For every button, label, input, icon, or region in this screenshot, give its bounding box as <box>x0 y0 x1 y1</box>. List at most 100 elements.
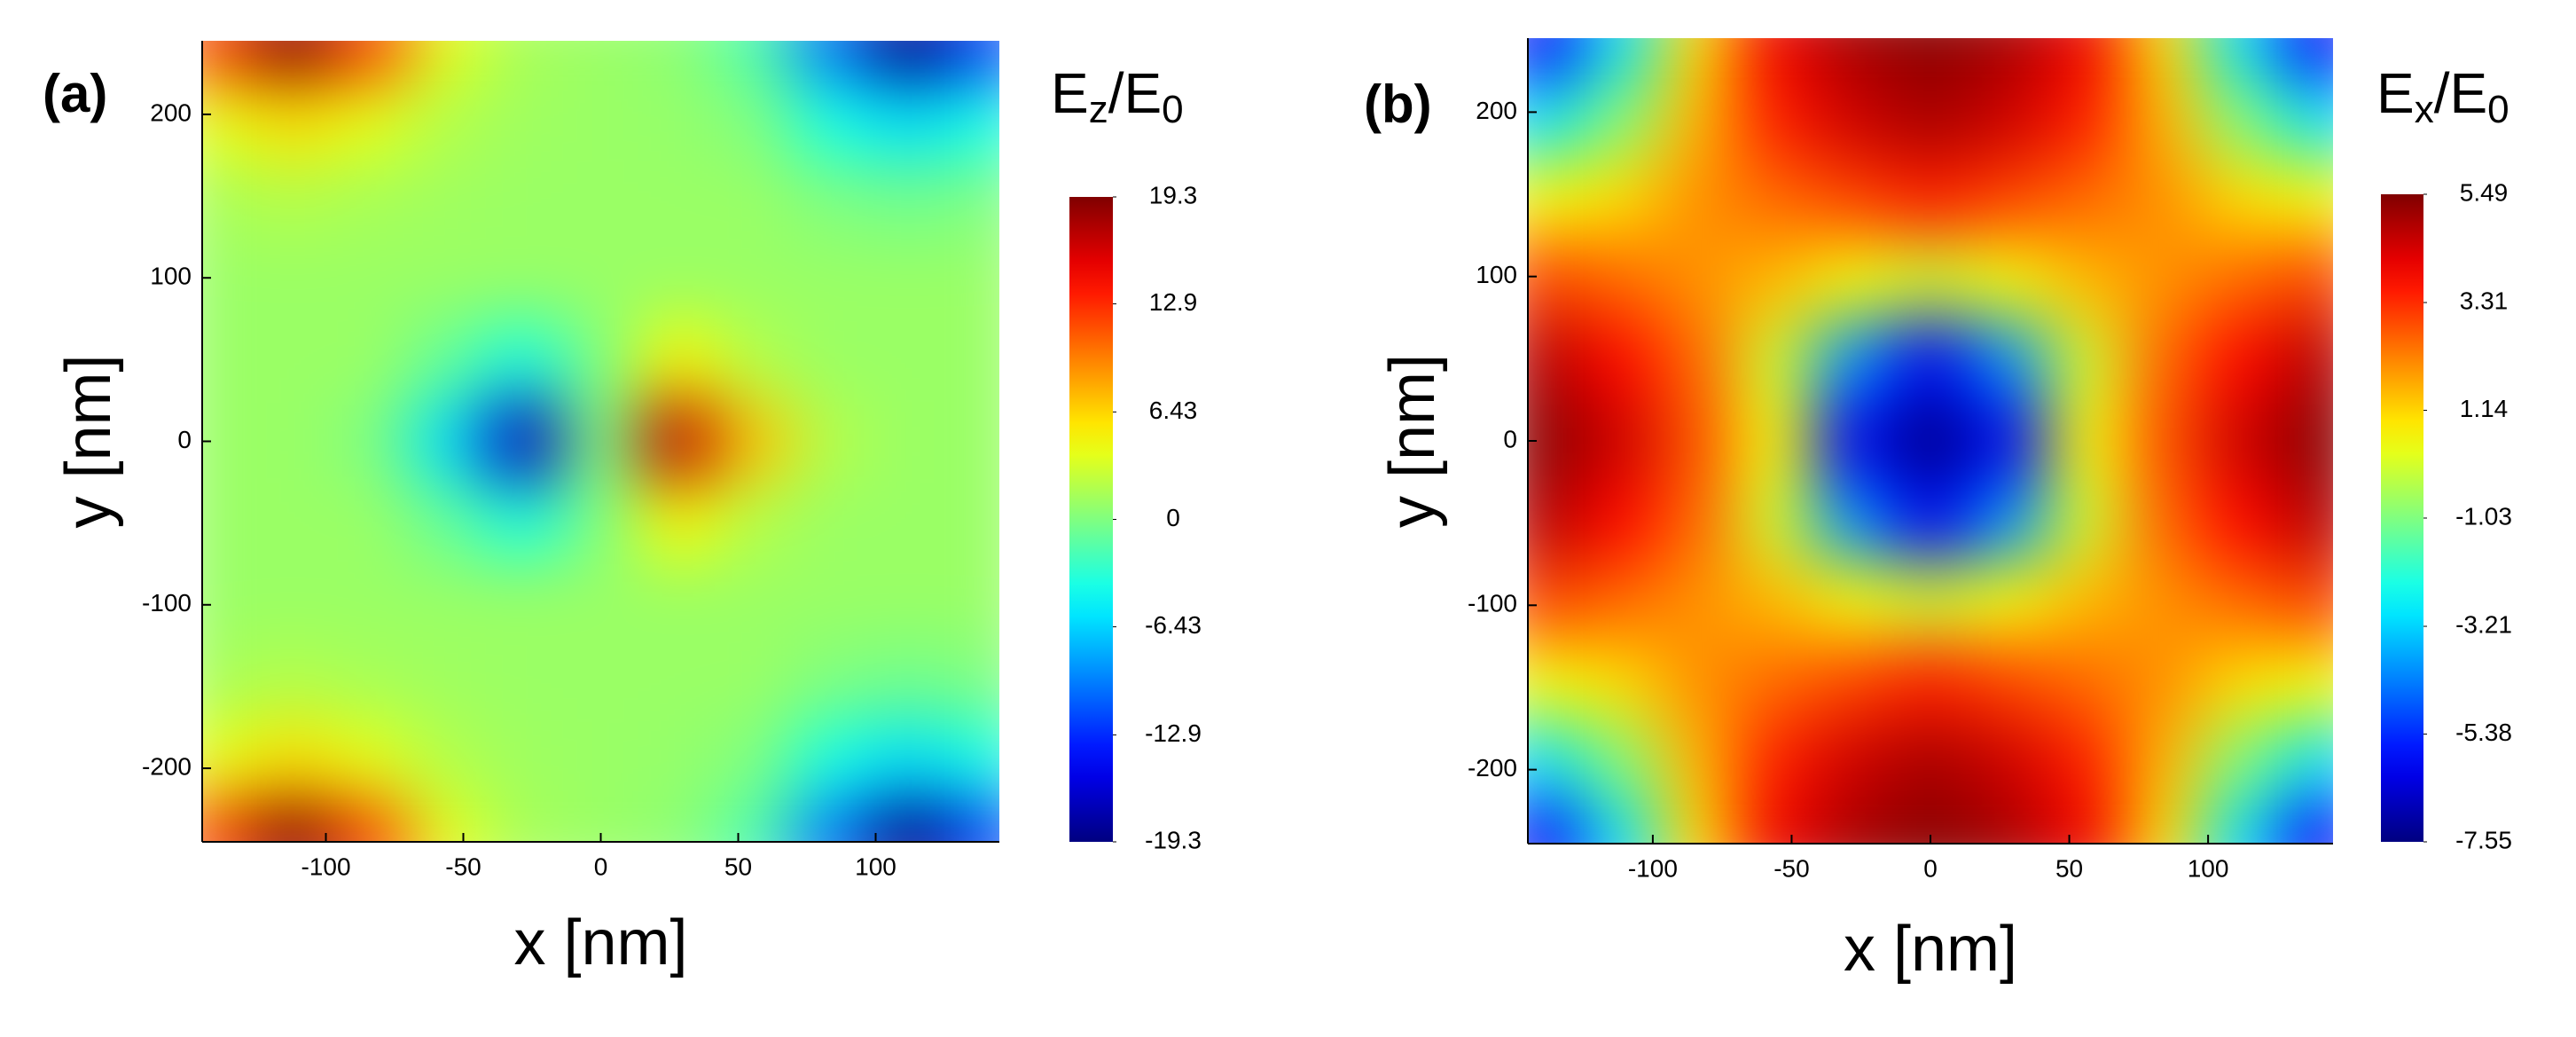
heat-cell <box>2280 561 2333 643</box>
heat-cell <box>2124 319 2204 402</box>
colorbar-tick-label: -5.38 <box>2455 719 2512 746</box>
heat-cell <box>1735 239 1814 321</box>
heat-cell <box>946 160 999 242</box>
heat-cell <box>2280 803 2333 844</box>
y-tick-label: -100 <box>142 589 192 617</box>
heat-cell <box>1969 239 2048 321</box>
heat-cell <box>484 481 563 562</box>
y-tick-label: 200 <box>1476 97 1517 124</box>
heat-cell <box>202 721 255 803</box>
heat-cell <box>716 400 794 483</box>
panel-label: (b) <box>1364 75 1432 134</box>
heat-cell <box>1891 641 1970 724</box>
x-tick-label: -100 <box>301 852 350 880</box>
y-tick-label: 0 <box>177 426 192 453</box>
heat-cell <box>1528 803 1581 844</box>
heat-cell <box>2124 480 2204 562</box>
heat-cell <box>1735 722 1814 805</box>
heat-cell <box>638 561 717 642</box>
heat-cell <box>716 481 794 562</box>
heat-cell <box>1579 319 1659 402</box>
heat-cell <box>254 721 333 803</box>
x-tick-label: 50 <box>724 852 752 880</box>
heat-cell <box>331 400 409 483</box>
heat-cell <box>408 640 486 723</box>
heat-cell <box>254 561 333 642</box>
heat-cell <box>1813 722 1892 805</box>
heat-cell <box>716 41 794 82</box>
heat-cell <box>716 240 794 322</box>
y-tick-label: 100 <box>1476 261 1517 288</box>
heat-cell <box>793 640 871 723</box>
heat-cell <box>1891 561 1970 643</box>
heat-cell <box>869 41 948 82</box>
heat-cell <box>1657 641 1737 724</box>
x-tick-label: 100 <box>855 852 897 880</box>
heat-cell <box>331 561 409 642</box>
heat-cell <box>793 80 871 161</box>
heat-cell <box>869 320 948 402</box>
heat-cell <box>793 400 871 483</box>
heat-cell <box>1579 77 1659 160</box>
colorbar-label-part: 0 <box>1162 88 1183 131</box>
colorbar-tick-label: -19.3 <box>1145 826 1202 853</box>
heat-cell <box>561 561 640 642</box>
heat-cell <box>1891 77 1970 160</box>
heat-cell <box>484 400 563 483</box>
heat-cell <box>2202 158 2282 240</box>
heat-cell <box>1657 561 1737 643</box>
heat-cell <box>2280 239 2333 321</box>
heat-cell <box>638 160 717 242</box>
heat-cell <box>793 721 871 803</box>
colorbar-tick-label: -3.21 <box>2455 610 2512 638</box>
heat-cell <box>946 561 999 642</box>
heat-cell <box>202 41 255 82</box>
heat-cell <box>716 80 794 161</box>
colorbar-tick-label: 3.31 <box>2460 287 2509 314</box>
heat-cell <box>254 801 333 842</box>
heat-cell <box>1969 38 2048 79</box>
heat-cell <box>869 160 948 242</box>
heat-cell <box>561 481 640 562</box>
heat-cell <box>254 640 333 723</box>
heat-cell <box>1813 158 1892 240</box>
heat-cell <box>408 160 486 242</box>
x-tick-label: -50 <box>1773 854 1809 882</box>
heat-cell <box>716 721 794 803</box>
heat-cell <box>946 721 999 803</box>
heat-cell <box>408 721 486 803</box>
heat-cell <box>202 640 255 723</box>
panel-label: (a) <box>43 64 107 123</box>
heat-cell <box>869 240 948 322</box>
heat-cell <box>1735 158 1814 240</box>
y-tick-label: 0 <box>1503 425 1517 452</box>
heat-cell <box>1735 400 1814 482</box>
heat-cell <box>561 41 640 82</box>
heat-cell <box>2047 38 2126 79</box>
heat-cell <box>1579 480 1659 562</box>
heat-cell <box>946 320 999 402</box>
heat-cell <box>1969 561 2048 643</box>
heat-cell <box>869 640 948 723</box>
heat-cell <box>2047 803 2126 844</box>
heat-cell <box>2047 641 2126 724</box>
y-tick-label: -200 <box>142 752 192 780</box>
colorbar-label-part: x <box>2415 88 2434 131</box>
x-axis-label: x [nm] <box>513 907 687 978</box>
heat-cell <box>1969 319 2048 402</box>
heat-cell <box>2124 641 2204 724</box>
heat-cell <box>1735 319 1814 402</box>
heat-cell <box>254 80 333 161</box>
colorbar-tick-label: 19.3 <box>1149 181 1198 208</box>
heat-cell <box>1969 803 2048 844</box>
heat-cell <box>408 80 486 161</box>
heat-cell <box>1657 400 1737 482</box>
heat-cell <box>1657 319 1737 402</box>
heat-cell <box>1579 803 1659 844</box>
heat-cell <box>561 640 640 723</box>
heat-cell <box>202 240 255 322</box>
colorbar-label-part: E <box>2376 61 2415 125</box>
heat-cell <box>1657 239 1737 321</box>
heat-cell <box>2280 38 2333 79</box>
heat-cell <box>638 400 717 483</box>
